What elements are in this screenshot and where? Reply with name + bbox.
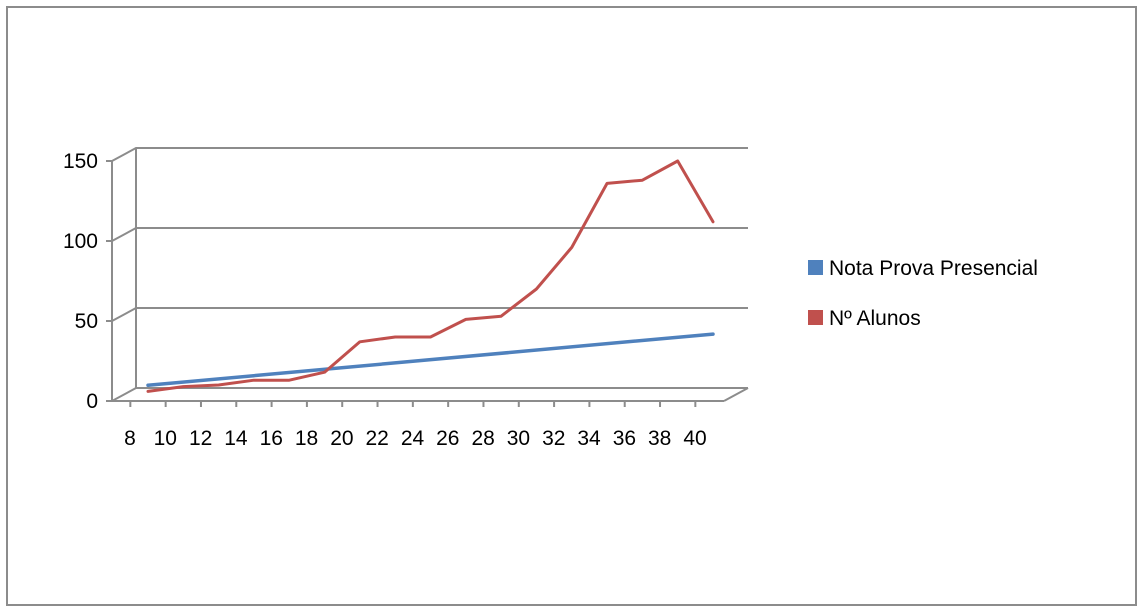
x-tick-label: 12	[189, 427, 212, 450]
x-axis-tick-labels: 8 10 12 14 16 18 20 22 24 26 28 30 32 34 36 38 40	[124, 427, 707, 450]
x-tick-label: 38	[648, 427, 671, 450]
x-tick-label: 34	[577, 427, 601, 450]
x-tick-label: 14	[224, 427, 248, 450]
series-lines	[146, 159, 715, 393]
x-tick-label: 26	[436, 427, 459, 450]
axes	[106, 148, 749, 407]
chart-area	[6, 6, 1137, 606]
y-tick-label: 150	[63, 150, 98, 173]
gridline	[111, 147, 748, 162]
legend: Nota Prova Presencial Nº Alunos	[808, 257, 1038, 330]
x-tick-label: 10	[154, 427, 177, 450]
y-tick-label: 100	[63, 230, 98, 253]
floor-right-edge	[723, 387, 749, 402]
series-line-n-alunos	[146, 159, 715, 393]
x-tick-label: 18	[295, 427, 318, 450]
x-tick-label: 8	[124, 427, 136, 450]
series-line-nota-prova-presencial	[146, 332, 715, 388]
x-tick-label: 20	[330, 427, 353, 450]
x-tick-label: 28	[471, 427, 494, 450]
legend-label: Nota Prova Presencial	[829, 257, 1038, 280]
x-tick-label: 30	[507, 427, 530, 450]
gridlines	[111, 147, 748, 402]
y-axis-tick-labels: 0 50 100 150	[63, 150, 98, 413]
x-tick-label: 16	[260, 427, 283, 450]
y-tick-label: 0	[86, 390, 98, 413]
legend-swatch	[808, 260, 823, 275]
x-tick-label: 40	[683, 427, 706, 450]
x-tick-label: 32	[542, 427, 565, 450]
legend-label: Nº Alunos	[829, 307, 921, 330]
gridline	[111, 227, 748, 242]
line-chart: 0 50 100 150 8 10 12 14 16 18 20 22 24 26 28 30 32 34 36 3…	[63, 147, 1038, 450]
legend-swatch	[808, 310, 823, 325]
floor-back-edge	[111, 387, 748, 402]
x-tick-label: 22	[366, 427, 389, 450]
x-tick-label: 24	[401, 427, 425, 450]
y-tick-label: 50	[75, 310, 98, 333]
x-tick-label: 36	[613, 427, 636, 450]
gridline	[111, 307, 748, 322]
